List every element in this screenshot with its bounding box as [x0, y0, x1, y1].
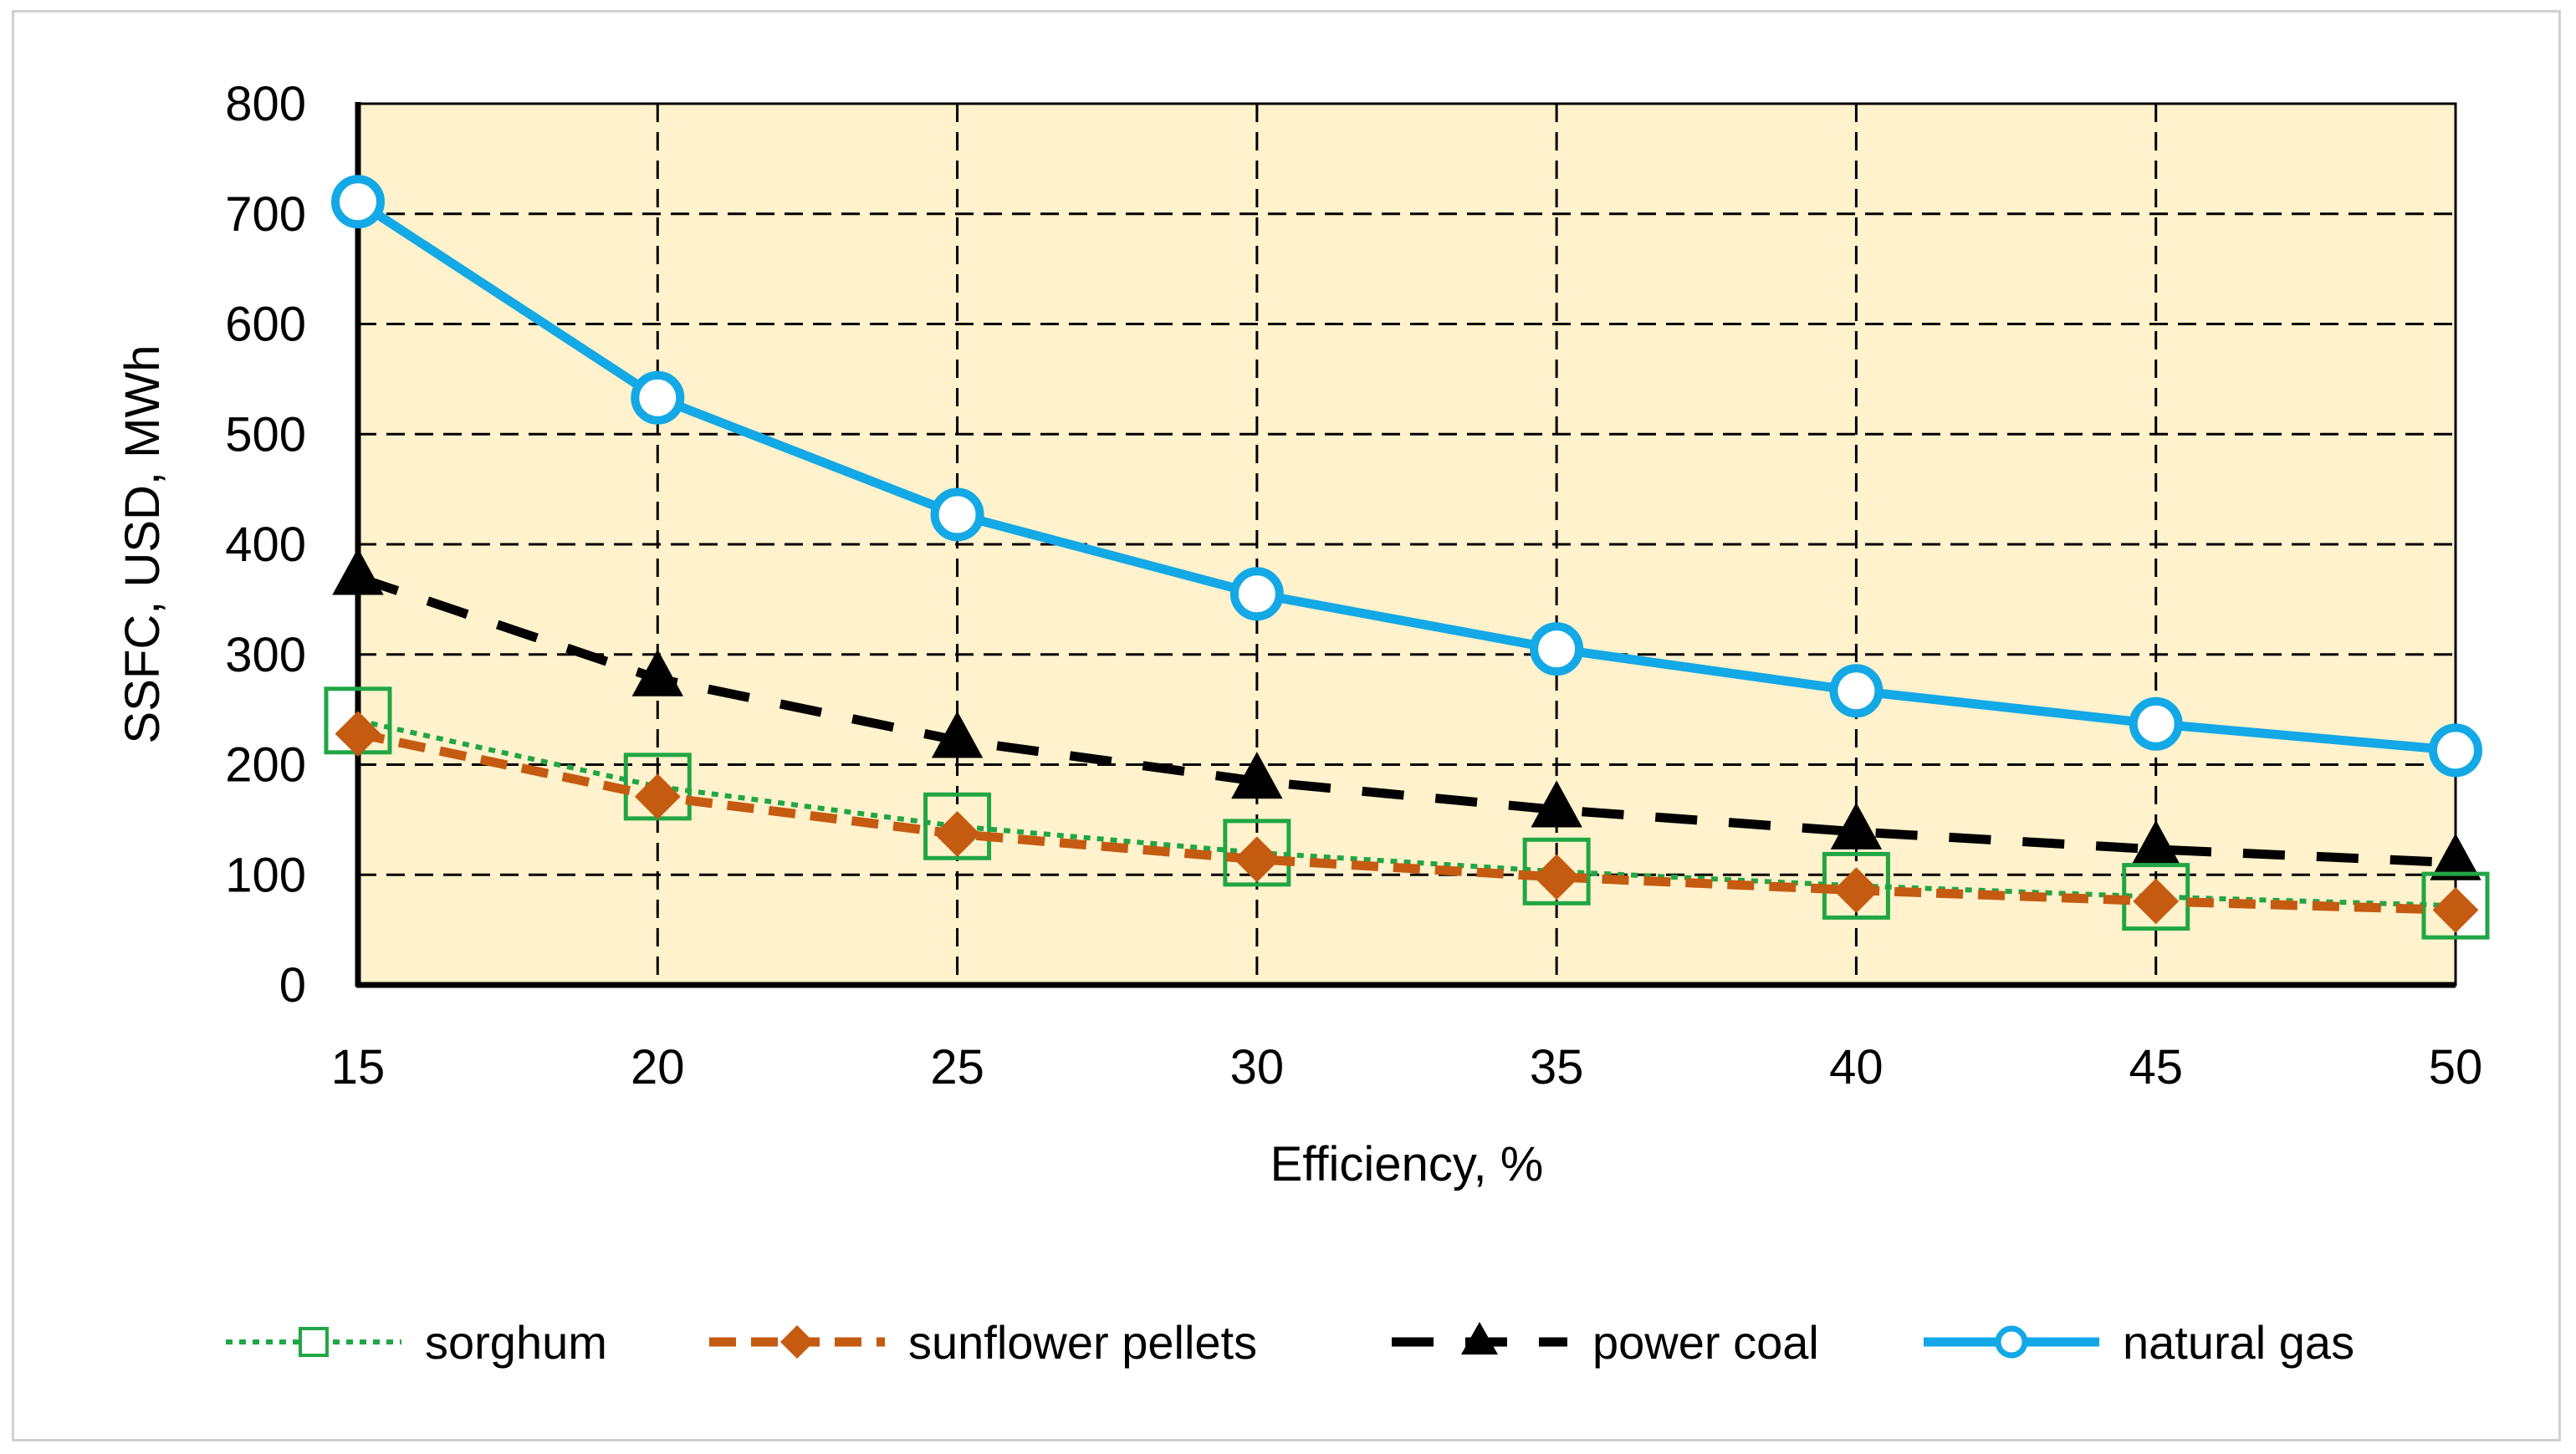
series-power-coal — [332, 548, 2481, 880]
point-sunflower-pellets-30 — [1234, 836, 1280, 883]
y-axis-title: SSFC, USD, MWh — [115, 345, 170, 744]
point-sunflower-pellets-20 — [634, 773, 681, 820]
x-tick-label-35: 35 — [1530, 1040, 1584, 1094]
series-sorghum — [324, 686, 2490, 940]
x-tick-label-50: 50 — [2429, 1040, 2483, 1094]
series-natural-gas — [331, 175, 2482, 778]
x-tick-label-20: 20 — [631, 1040, 685, 1094]
y-tick-label-400: 400 — [225, 518, 306, 572]
y-tick-label-200: 200 — [225, 738, 306, 793]
x-tick-label-15: 15 — [331, 1040, 386, 1094]
x-tick-labels: 15 20 25 30 35 40 45 50 — [331, 1040, 2483, 1094]
series-line-sorghum — [357, 717, 2456, 909]
y-tick-labels: 0 100 200 300 400 500 600 700 800 — [225, 77, 306, 1013]
series-sunflower-pellets — [335, 711, 2479, 933]
x-tick-label-40: 40 — [1829, 1040, 1883, 1094]
y-tick-label-100: 100 — [225, 848, 306, 902]
series-line-natural-gas — [355, 197, 2456, 755]
point-natural-gas-30 — [1229, 567, 1284, 621]
point-natural-gas-45 — [2129, 696, 2183, 751]
point-natural-gas-50 — [2429, 723, 2482, 778]
point-sunflower-pellets-35 — [1533, 854, 1580, 900]
point-power-coal-50 — [2430, 833, 2481, 880]
point-power-coal-15 — [332, 548, 384, 595]
axes — [355, 102, 2456, 988]
legend-label-sorghum: sorghum — [425, 1316, 607, 1369]
x-axis-title: Efficiency, % — [1270, 1137, 1544, 1191]
point-power-coal-20 — [631, 649, 683, 696]
legend-label-natural-gas: natural gas — [2123, 1316, 2354, 1369]
point-natural-gas-15 — [331, 175, 385, 229]
series-line-sunflower-pellets — [356, 729, 2456, 915]
point-natural-gas-40 — [1829, 664, 1883, 718]
legend-marker-sorghum — [299, 1327, 329, 1357]
y-tick-label-500: 500 — [225, 407, 306, 462]
point-natural-gas-20 — [631, 370, 685, 425]
legend-marker-sunflower-pellets — [780, 1325, 814, 1359]
point-sorghum-30 — [1223, 819, 1291, 887]
point-natural-gas-25 — [930, 487, 984, 542]
point-sorghum-50 — [2421, 871, 2490, 940]
point-sunflower-pellets-50 — [2432, 886, 2479, 933]
x-tick-label-30: 30 — [1230, 1040, 1285, 1094]
point-sunflower-pellets-15 — [335, 711, 381, 758]
y-tick-label-600: 600 — [225, 298, 306, 352]
point-power-coal-35 — [1531, 780, 1582, 828]
y-tick-label-700: 700 — [225, 187, 306, 242]
point-sorghum-25 — [923, 792, 992, 860]
y-tick-label-0: 0 — [279, 958, 306, 1013]
y-tick-label-800: 800 — [225, 77, 306, 131]
legend: sorghum sunflower pellets power coal natura… — [226, 1316, 2354, 1369]
point-sunflower-pellets-25 — [934, 811, 980, 857]
point-natural-gas-35 — [1530, 622, 1584, 676]
point-power-coal-25 — [931, 711, 984, 758]
point-power-coal-30 — [1231, 752, 1283, 799]
y-tick-label-300: 300 — [225, 628, 306, 682]
legend-label-power-coal: power coal — [1592, 1316, 1819, 1369]
series-group — [324, 175, 2490, 940]
x-tick-label-45: 45 — [2129, 1040, 2183, 1094]
series-line-power-coal — [356, 573, 2456, 868]
point-sunflower-pellets-45 — [2133, 878, 2180, 925]
legend-marker-power-coal — [1461, 1322, 1498, 1355]
point-power-coal-40 — [1830, 802, 1883, 849]
x-tick-label-25: 25 — [930, 1040, 984, 1094]
legend-label-sunflower-pellets: sunflower pellets — [908, 1316, 1257, 1369]
grid-lines — [358, 104, 2456, 985]
legend-marker-natural-gas — [1995, 1325, 2028, 1359]
point-sunflower-pellets-40 — [1833, 867, 1879, 914]
